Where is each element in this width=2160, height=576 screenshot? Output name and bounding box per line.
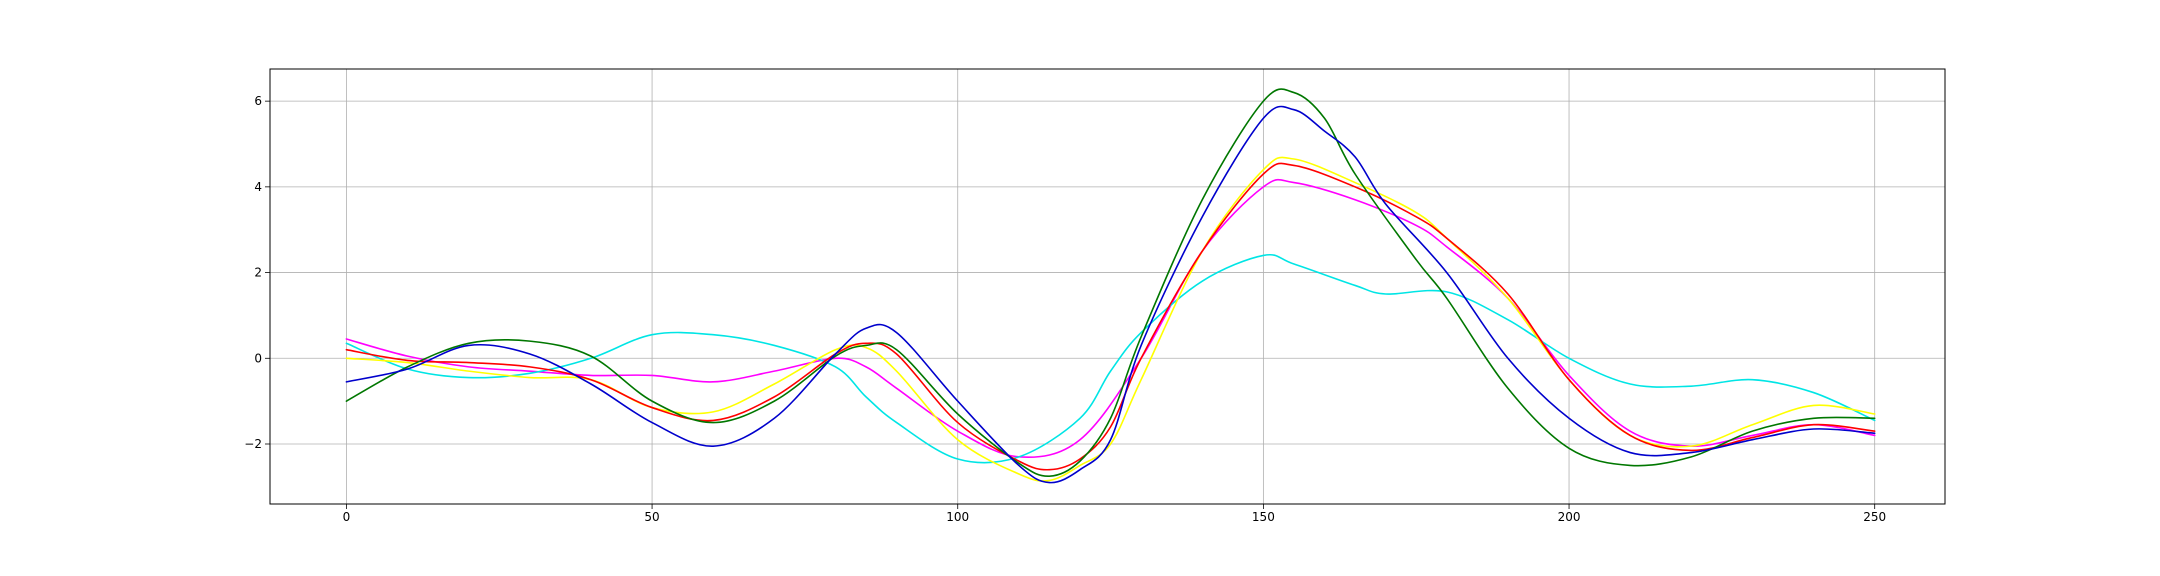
series-line-2 — [345, 253, 1876, 464]
x-tick-label: 100 — [946, 510, 969, 524]
y-tick-label: −2 — [244, 437, 262, 451]
x-tick-label: 50 — [644, 510, 659, 524]
x-tick-label: 0 — [343, 510, 351, 524]
series-lines — [345, 88, 1876, 484]
plot-frame — [269, 68, 1946, 505]
series-line-5 — [345, 88, 1876, 477]
x-tick-label: 250 — [1863, 510, 1886, 524]
x-tick-label: 150 — [1252, 510, 1275, 524]
y-tick-label: 6 — [254, 94, 262, 108]
series-line-4 — [345, 162, 1876, 471]
axes: 0 50 100 150 200 250 −2 0 2 4 6 — [244, 94, 1886, 524]
y-tick-label: 2 — [254, 266, 262, 280]
y-tick-label: 0 — [254, 351, 262, 365]
y-tick-label: 4 — [254, 180, 262, 194]
x-tick-label: 200 — [1558, 510, 1581, 524]
series-line-6 — [345, 105, 1876, 484]
